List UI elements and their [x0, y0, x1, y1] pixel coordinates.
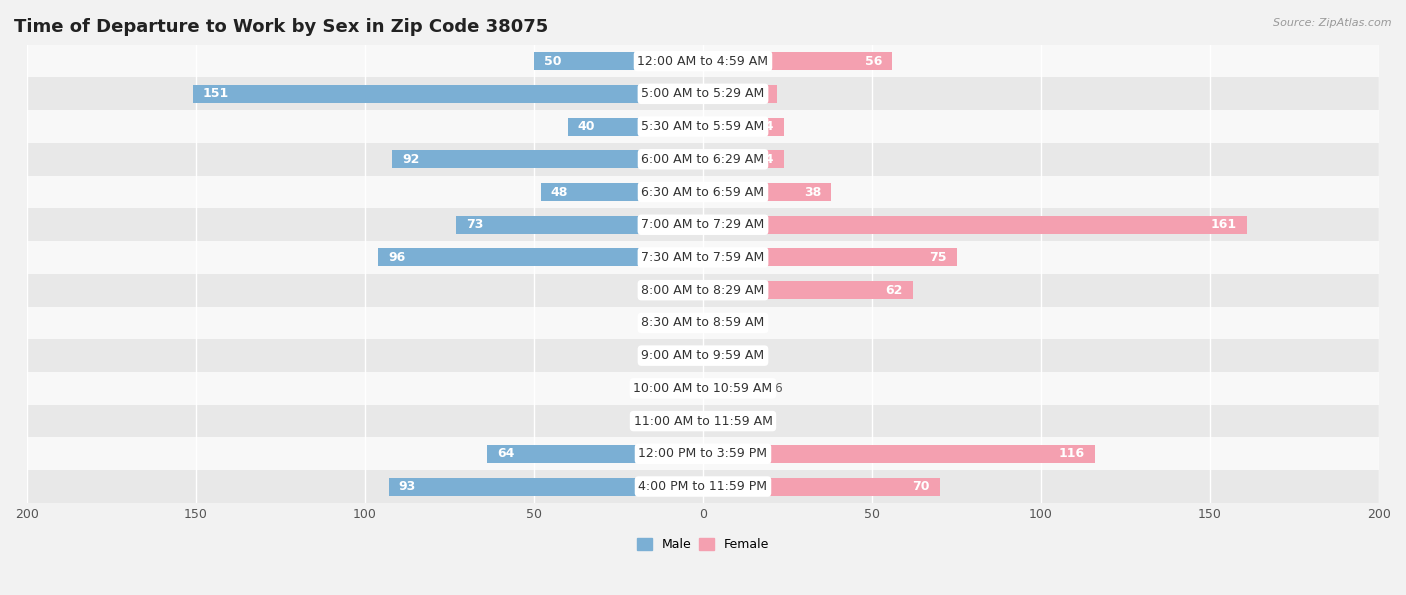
Bar	[703, 314, 727, 332]
Bar	[27, 274, 1379, 306]
Text: 62: 62	[884, 284, 903, 297]
Bar	[689, 314, 703, 332]
Bar	[27, 306, 1379, 339]
Text: 24: 24	[756, 120, 773, 133]
Text: 16: 16	[768, 382, 783, 395]
Text: 8: 8	[658, 349, 666, 362]
Bar	[703, 281, 912, 299]
Text: 0: 0	[713, 415, 721, 428]
Text: 48: 48	[551, 186, 568, 199]
Text: 7:30 AM to 7:59 AM: 7:30 AM to 7:59 AM	[641, 251, 765, 264]
Text: 75: 75	[929, 251, 946, 264]
Text: 12:00 PM to 3:59 PM: 12:00 PM to 3:59 PM	[638, 447, 768, 461]
Bar	[27, 241, 1379, 274]
Bar	[676, 347, 703, 365]
Text: 96: 96	[388, 251, 406, 264]
Text: 70: 70	[912, 480, 929, 493]
Text: 4: 4	[672, 382, 679, 395]
Bar	[534, 52, 703, 70]
Text: 5:30 AM to 5:59 AM: 5:30 AM to 5:59 AM	[641, 120, 765, 133]
Text: 92: 92	[402, 153, 419, 166]
Text: 73: 73	[467, 218, 484, 231]
Bar	[703, 183, 831, 201]
Text: 116: 116	[1059, 447, 1085, 461]
Text: 6:30 AM to 6:59 AM: 6:30 AM to 6:59 AM	[641, 186, 765, 199]
Text: 56: 56	[865, 55, 882, 68]
Bar	[27, 372, 1379, 405]
Bar	[27, 339, 1379, 372]
Text: 38: 38	[804, 186, 821, 199]
Bar	[703, 249, 956, 267]
Bar	[27, 405, 1379, 437]
Bar	[378, 249, 703, 267]
Text: 64: 64	[496, 447, 515, 461]
Text: 7: 7	[737, 317, 745, 330]
Text: 7:00 AM to 7:29 AM: 7:00 AM to 7:29 AM	[641, 218, 765, 231]
Bar	[27, 143, 1379, 176]
Bar	[703, 85, 778, 103]
Text: 40: 40	[578, 120, 595, 133]
Bar	[27, 45, 1379, 77]
Text: 12:00 AM to 4:59 AM: 12:00 AM to 4:59 AM	[637, 55, 769, 68]
Bar	[703, 118, 785, 136]
Text: 4:00 PM to 11:59 PM: 4:00 PM to 11:59 PM	[638, 480, 768, 493]
Text: Source: ZipAtlas.com: Source: ZipAtlas.com	[1274, 18, 1392, 28]
Text: Time of Departure to Work by Sex in Zip Code 38075: Time of Departure to Work by Sex in Zip …	[14, 18, 548, 36]
Bar	[193, 85, 703, 103]
Text: 93: 93	[399, 480, 416, 493]
Text: 8:00 AM to 8:29 AM: 8:00 AM to 8:29 AM	[641, 284, 765, 297]
Bar	[703, 151, 785, 168]
Bar	[703, 478, 939, 496]
Bar	[662, 281, 703, 299]
Bar	[486, 445, 703, 463]
Text: 9:00 AM to 9:59 AM: 9:00 AM to 9:59 AM	[641, 349, 765, 362]
Text: 8: 8	[740, 349, 748, 362]
Bar	[703, 52, 893, 70]
Text: 0: 0	[685, 415, 693, 428]
Bar	[703, 445, 1095, 463]
Text: 6:00 AM to 6:29 AM: 6:00 AM to 6:29 AM	[641, 153, 765, 166]
Bar	[27, 208, 1379, 241]
Bar	[27, 176, 1379, 208]
Bar	[456, 216, 703, 234]
Bar	[27, 77, 1379, 110]
Text: 161: 161	[1211, 218, 1237, 231]
Text: 22: 22	[749, 87, 768, 101]
Text: 4: 4	[672, 317, 679, 330]
Bar	[703, 347, 730, 365]
Bar	[388, 478, 703, 496]
Bar	[568, 118, 703, 136]
Text: 151: 151	[202, 87, 229, 101]
Bar	[27, 437, 1379, 470]
Bar	[392, 151, 703, 168]
Text: 50: 50	[544, 55, 561, 68]
Text: 8:30 AM to 8:59 AM: 8:30 AM to 8:59 AM	[641, 317, 765, 330]
Legend: Male, Female: Male, Female	[631, 533, 775, 556]
Text: 11:00 AM to 11:59 AM: 11:00 AM to 11:59 AM	[634, 415, 772, 428]
Bar	[27, 110, 1379, 143]
Text: 5:00 AM to 5:29 AM: 5:00 AM to 5:29 AM	[641, 87, 765, 101]
Bar	[703, 216, 1247, 234]
Bar	[541, 183, 703, 201]
Text: 12: 12	[637, 284, 652, 297]
Bar	[703, 380, 756, 397]
Text: 24: 24	[756, 153, 773, 166]
Bar	[689, 380, 703, 397]
Text: 10:00 AM to 10:59 AM: 10:00 AM to 10:59 AM	[634, 382, 772, 395]
Bar	[27, 470, 1379, 503]
